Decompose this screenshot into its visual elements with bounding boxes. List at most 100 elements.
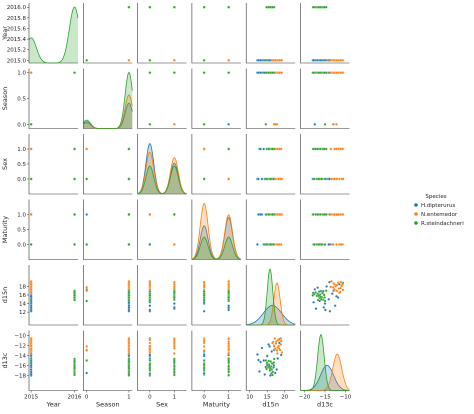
- y-tick-label: 1.0: [17, 71, 26, 77]
- point-N.entemedor: [333, 213, 336, 216]
- point-H.dipterurus: [29, 308, 33, 312]
- panel-Sex-vs-Year: 0.0 0.5 1.0: [17, 134, 78, 195]
- point-N.entemedor: [329, 213, 333, 216]
- point-R.steindachneri: [173, 368, 176, 371]
- point-R.steindachneri: [148, 298, 152, 302]
- point-N.entemedor: [337, 177, 341, 181]
- axis-spine: [300, 134, 350, 195]
- point-N.entemedor: [335, 213, 339, 216]
- point-H.dipterurus: [328, 309, 332, 313]
- axis-spine: [191, 3, 241, 64]
- panel-Year-vs-Maturity: [191, 3, 241, 64]
- point-N.entemedor: [333, 71, 336, 74]
- x-tick-label: −10: [340, 395, 352, 401]
- point-R.steindachneri: [271, 373, 274, 377]
- point-N.entemedor: [227, 344, 230, 348]
- point-N.entemedor: [227, 59, 230, 62]
- axis-spine: [191, 68, 241, 129]
- point-H.dipterurus: [270, 350, 274, 353]
- point-N.entemedor: [279, 243, 283, 246]
- x-tick-label: 2016: [68, 395, 82, 401]
- point-N.entemedor: [29, 280, 33, 284]
- point-H.dipterurus: [29, 294, 33, 298]
- point-R.steindachneri: [127, 213, 131, 216]
- point-N.entemedor: [272, 123, 276, 126]
- point-H.dipterurus: [29, 368, 33, 371]
- point-R.steindachneri: [202, 290, 206, 293]
- point-R.steindachneri: [314, 147, 317, 151]
- axis-spine: [137, 199, 187, 260]
- point-R.steindachneri: [265, 363, 269, 367]
- point-N.entemedor: [85, 285, 88, 289]
- panel-Season-vs-Sex: [137, 68, 187, 129]
- point-H.dipterurus: [256, 353, 259, 356]
- point-R.steindachneri: [127, 373, 131, 377]
- point-H.dipterurus: [313, 288, 317, 291]
- point-R.steindachneri: [29, 243, 33, 246]
- point-H.dipterurus: [148, 304, 152, 308]
- point-N.entemedor: [85, 349, 88, 352]
- point-R.steindachneri: [323, 213, 326, 216]
- panel-Season-vs-Maturity: [191, 68, 241, 129]
- point-H.dipterurus: [279, 353, 283, 357]
- point-H.dipterurus: [258, 370, 261, 373]
- point-R.steindachneri: [320, 243, 323, 246]
- point-R.steindachneri: [227, 364, 230, 368]
- point-R.steindachneri: [148, 359, 152, 362]
- point-R.steindachneri: [127, 366, 131, 370]
- x-axis-label-Year: Year: [46, 401, 61, 409]
- point-H.dipterurus: [323, 302, 327, 305]
- panel-Season-vs-d15n: [245, 68, 296, 129]
- y-tick-label: −12: [14, 344, 26, 350]
- point-R.steindachneri: [323, 177, 327, 181]
- point-R.steindachneri: [323, 299, 327, 303]
- kde-area-N.entemedor: [300, 354, 350, 391]
- point-R.steindachneri: [29, 123, 33, 126]
- point-H.dipterurus: [312, 300, 315, 304]
- y-tick-label: 16: [19, 293, 26, 299]
- point-H.dipterurus: [316, 286, 319, 290]
- point-N.entemedor: [29, 337, 33, 341]
- point-H.dipterurus: [257, 358, 260, 362]
- point-N.entemedor: [277, 177, 281, 181]
- point-R.steindachneri: [127, 177, 131, 181]
- point-N.entemedor: [335, 177, 339, 181]
- point-N.entemedor: [280, 351, 284, 354]
- kde-area-R.steindachneri: [83, 72, 133, 129]
- x-tick-label: 10: [246, 395, 253, 401]
- kde-area-H.dipterurus: [246, 305, 296, 325]
- point-R.steindachneri: [73, 373, 76, 377]
- point-R.steindachneri: [313, 243, 316, 246]
- axis-spine: [83, 3, 133, 64]
- point-N.entemedor: [148, 288, 152, 291]
- axis-spine: [300, 265, 350, 326]
- point-R.steindachneri: [85, 243, 88, 246]
- point-H.dipterurus: [256, 243, 259, 246]
- point-H.dipterurus: [314, 307, 318, 311]
- point-R.steindachneri: [173, 364, 176, 368]
- point-R.steindachneri: [85, 359, 88, 362]
- point-R.steindachneri: [265, 367, 268, 371]
- point-N.entemedor: [330, 279, 333, 283]
- point-H.dipterurus: [319, 59, 323, 62]
- axis-spine: [137, 265, 187, 326]
- point-N.entemedor: [341, 213, 344, 216]
- kde-area-N.entemedor: [137, 152, 187, 194]
- kde-line-R.steindachneri: [300, 334, 350, 391]
- point-N.entemedor: [278, 59, 281, 62]
- point-N.entemedor: [340, 177, 344, 181]
- x-axis-label-d13c: d13c: [317, 401, 333, 409]
- y-tick-label: 2015.6: [7, 26, 27, 32]
- point-R.steindachneri: [73, 359, 76, 363]
- panel-Maturity-vs-Maturity: [191, 199, 242, 260]
- point-R.steindachneri: [323, 123, 327, 126]
- y-axis-label-d13c: d13c: [1, 352, 9, 368]
- point-H.dipterurus: [333, 304, 337, 308]
- point-N.entemedor: [275, 123, 279, 126]
- point-H.dipterurus: [268, 345, 271, 348]
- point-R.steindachneri: [127, 243, 131, 246]
- point-H.dipterurus: [29, 373, 33, 376]
- point-R.steindachneri: [323, 59, 327, 62]
- y-tick-label: 0.0: [17, 243, 26, 249]
- point-N.entemedor: [341, 282, 344, 286]
